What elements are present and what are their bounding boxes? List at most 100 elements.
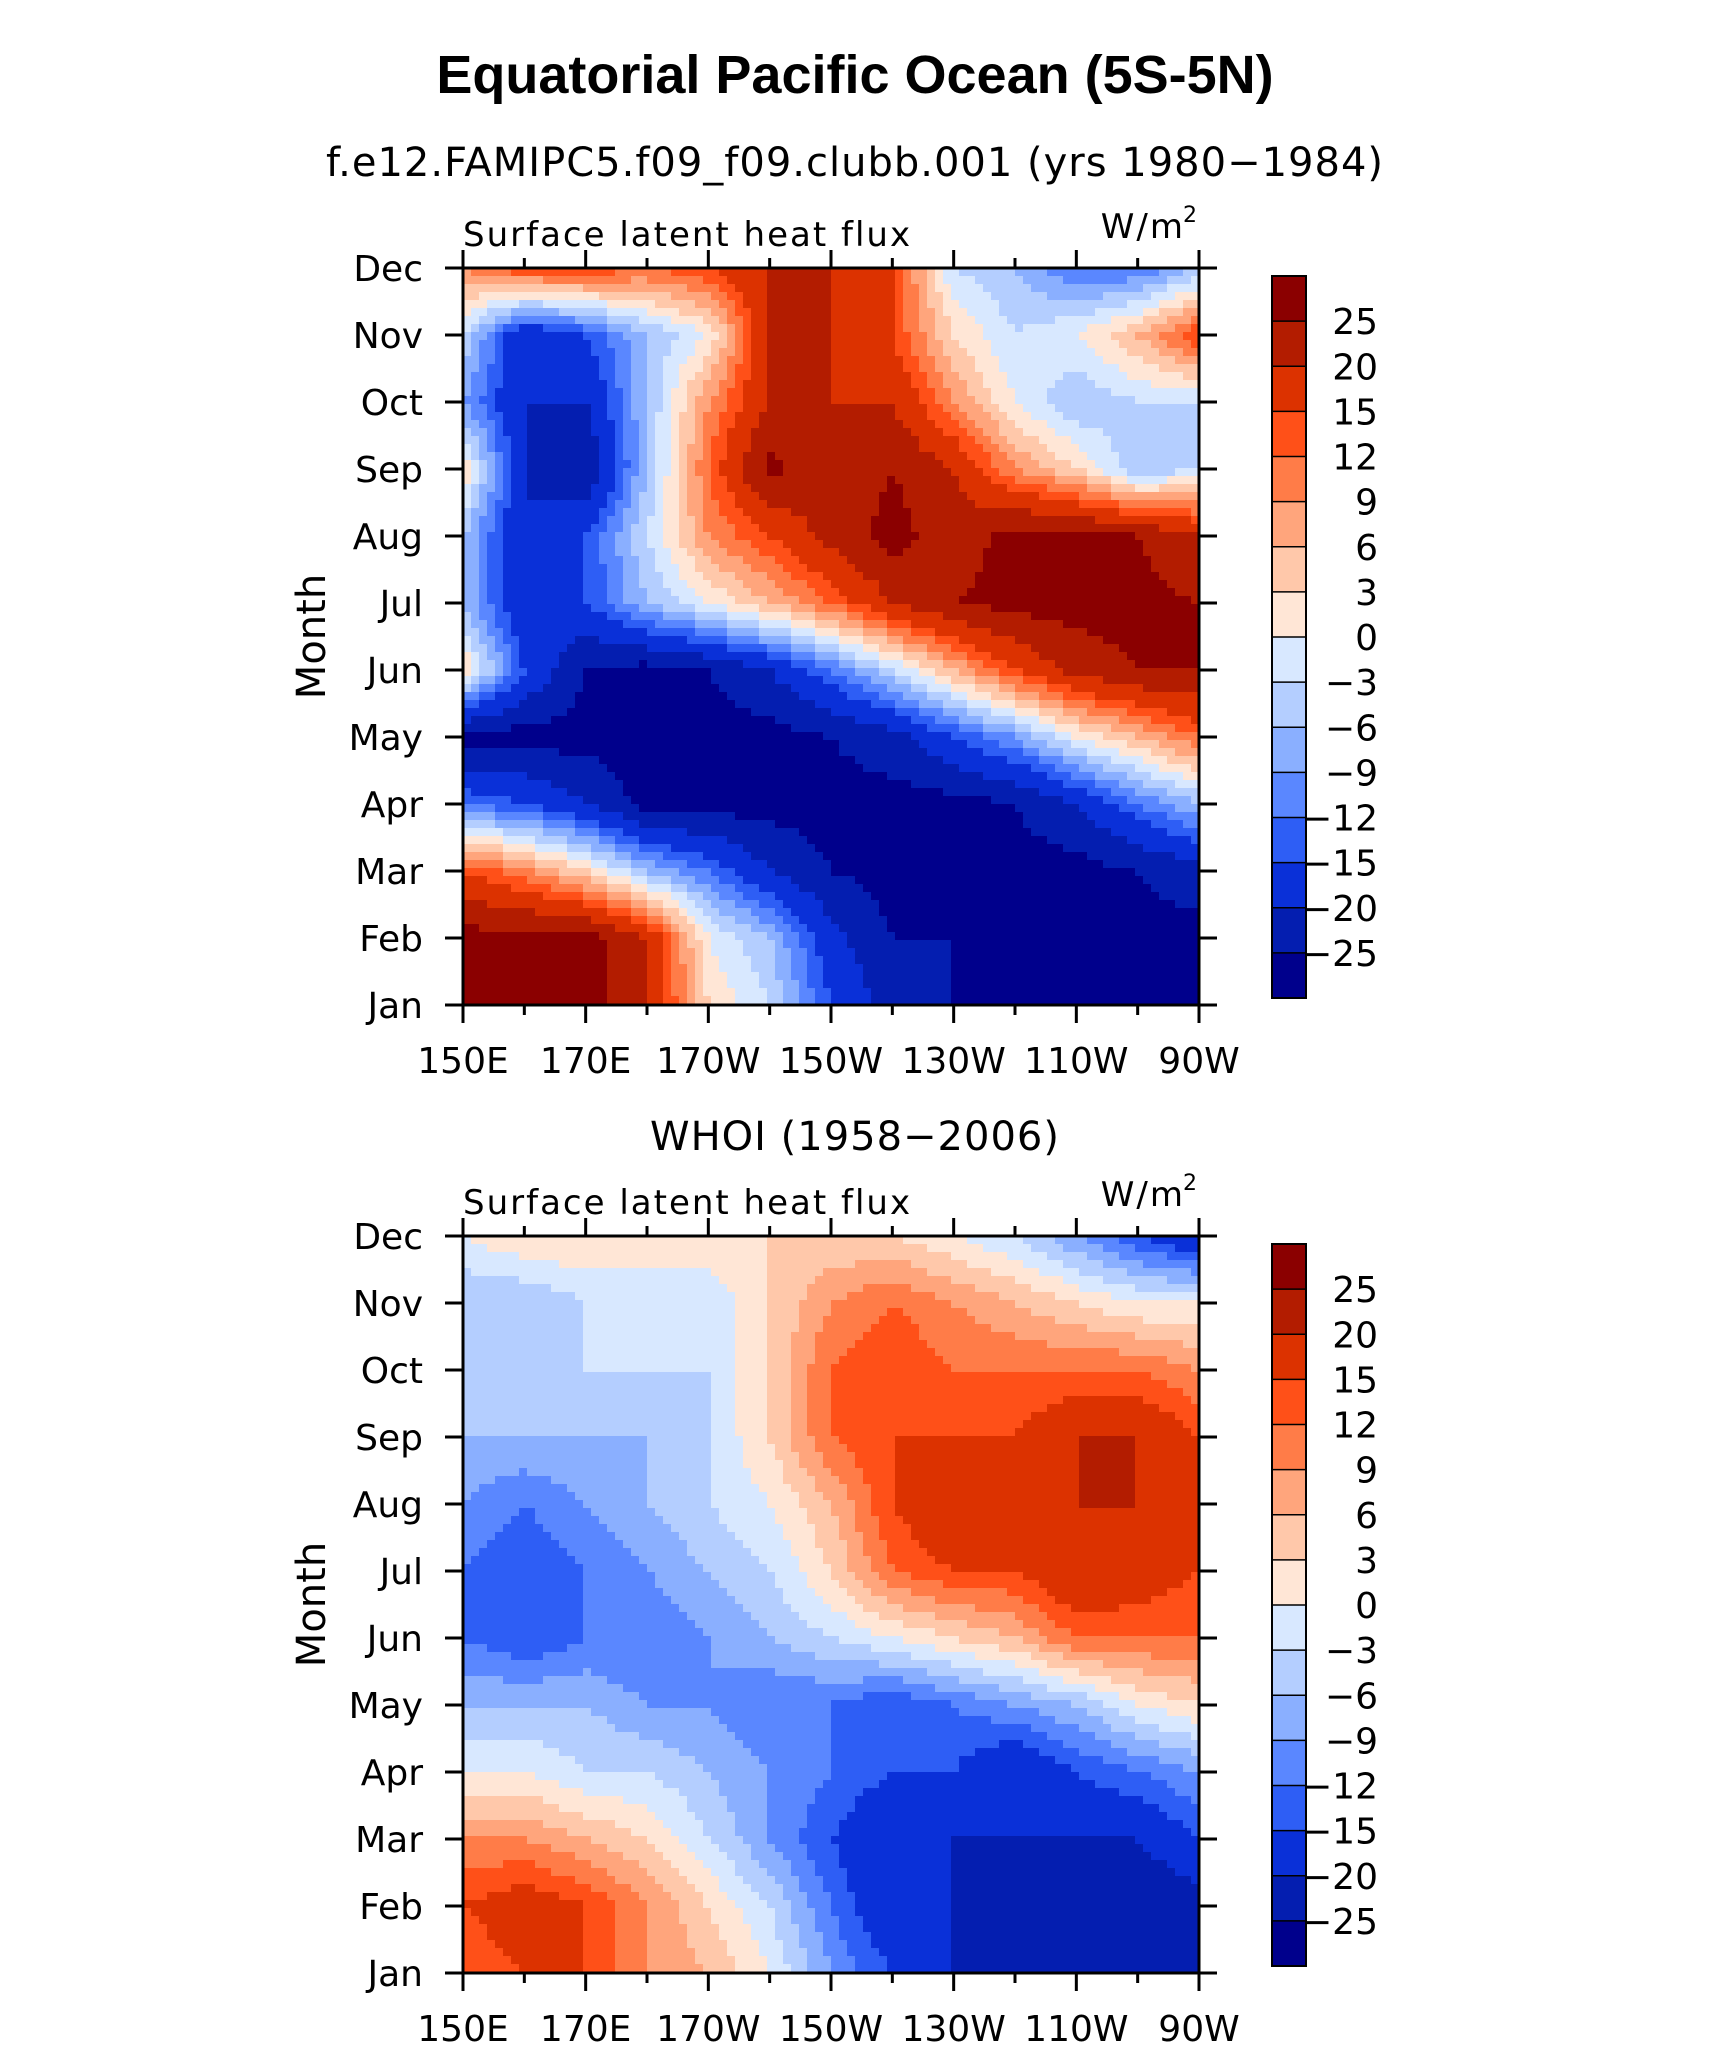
heatmap-cell <box>711 468 720 477</box>
heatmap-cell <box>1119 588 1128 597</box>
heatmap-cell <box>695 404 704 413</box>
heatmap-cell <box>759 636 768 645</box>
heatmap-cell <box>503 612 512 621</box>
heatmap-cell <box>687 492 696 501</box>
heatmap-cell <box>1151 612 1160 621</box>
heatmap-cell <box>911 476 920 485</box>
heatmap-cell <box>511 412 520 421</box>
heatmap-cell <box>655 396 664 405</box>
heatmap-cell <box>1175 276 1184 285</box>
heatmap-cell <box>511 460 520 469</box>
heatmap-cell <box>1167 348 1176 357</box>
heatmap-cell <box>1183 364 1192 373</box>
heatmap-cell <box>1183 460 1192 469</box>
heatmap-cell <box>503 548 512 557</box>
heatmap-cell <box>1007 668 1016 677</box>
heatmap-cell <box>559 644 568 653</box>
heatmap-cell <box>487 388 496 397</box>
heatmap-cell <box>1047 548 1056 557</box>
heatmap-cell <box>527 468 536 477</box>
heatmap-cell <box>1111 268 1120 277</box>
heatmap-cell <box>631 700 640 709</box>
heatmap-cell <box>575 364 584 373</box>
heatmap-cell <box>727 340 736 349</box>
heatmap-cell <box>815 364 824 373</box>
heatmap-cell <box>767 652 776 661</box>
heatmap-cell <box>1095 412 1104 421</box>
heatmap-cell <box>951 388 960 397</box>
heatmap-cell <box>495 676 504 685</box>
heatmap-cell <box>799 588 808 597</box>
heatmap-cell <box>791 468 800 477</box>
heatmap-cell <box>807 668 816 677</box>
heatmap-cell <box>535 428 544 437</box>
heatmap-cell <box>591 420 600 429</box>
heatmap-cell <box>519 684 528 693</box>
heatmap-cell <box>751 580 760 589</box>
heatmap-cell <box>567 700 576 709</box>
heatmap-cell <box>1167 324 1176 333</box>
heatmap-cell <box>895 372 904 381</box>
heatmap-cell <box>855 676 864 685</box>
heatmap-cell <box>751 420 760 429</box>
heatmap-cell <box>1079 636 1088 645</box>
heatmap-cell <box>807 428 816 437</box>
heatmap-cell <box>703 524 712 533</box>
heatmap-cell <box>879 396 888 405</box>
heatmap-cell <box>815 316 824 325</box>
heatmap-cell <box>1095 380 1104 389</box>
heatmap-cell <box>623 660 632 669</box>
heatmap-cell <box>855 276 864 285</box>
heatmap-cell <box>799 388 808 397</box>
heatmap-cell <box>959 668 968 677</box>
heatmap-cell <box>751 292 760 301</box>
heatmap-cell <box>639 684 648 693</box>
heatmap-cell <box>1119 604 1128 613</box>
heatmap-cell <box>1119 508 1128 517</box>
heatmap-cell <box>543 308 552 317</box>
heatmap-cell <box>903 412 912 421</box>
heatmap-cell <box>1031 396 1040 405</box>
heatmap-cell <box>1031 468 1040 477</box>
heatmap-cell <box>647 516 656 525</box>
heatmap-cell <box>575 660 584 669</box>
heatmap-cell <box>919 396 928 405</box>
heatmap-cell <box>823 556 832 565</box>
heatmap-cell <box>1103 460 1112 469</box>
heatmap-cell <box>1183 380 1192 389</box>
heatmap-cell <box>479 532 488 541</box>
heatmap-cell <box>503 420 512 429</box>
heatmap-cell <box>735 516 744 525</box>
heatmap-cell <box>967 604 976 613</box>
heatmap-cell <box>903 476 912 485</box>
heatmap-cell <box>551 308 560 317</box>
heatmap-cell <box>687 628 696 637</box>
heatmap-cell <box>807 268 816 277</box>
heatmap-cell <box>495 684 504 693</box>
heatmap-cell <box>1079 268 1088 277</box>
heatmap-cell <box>615 500 624 509</box>
heatmap-cell <box>647 660 656 669</box>
heatmap-cell <box>935 300 944 309</box>
heatmap-cell <box>575 284 584 293</box>
heatmap-cell <box>535 620 544 629</box>
heatmap-cell <box>991 300 1000 309</box>
heatmap-cell <box>591 292 600 301</box>
heatmap-cell <box>935 596 944 605</box>
heatmap-cell <box>1055 364 1064 373</box>
heatmap-cell <box>983 412 992 421</box>
heatmap-cell <box>487 532 496 541</box>
heatmap-cell <box>599 452 608 461</box>
heatmap-cell <box>463 556 472 565</box>
heatmap-cell <box>1103 436 1112 445</box>
heatmap-cell <box>479 588 488 597</box>
heatmap-cell <box>951 324 960 333</box>
heatmap-cell <box>559 500 568 509</box>
heatmap-cell <box>943 580 952 589</box>
heatmap-cell <box>775 388 784 397</box>
heatmap-cell <box>1151 348 1160 357</box>
heatmap-cell <box>743 324 752 333</box>
heatmap-cell <box>983 292 992 301</box>
heatmap-cell <box>839 492 848 501</box>
heatmap-cell <box>727 676 736 685</box>
